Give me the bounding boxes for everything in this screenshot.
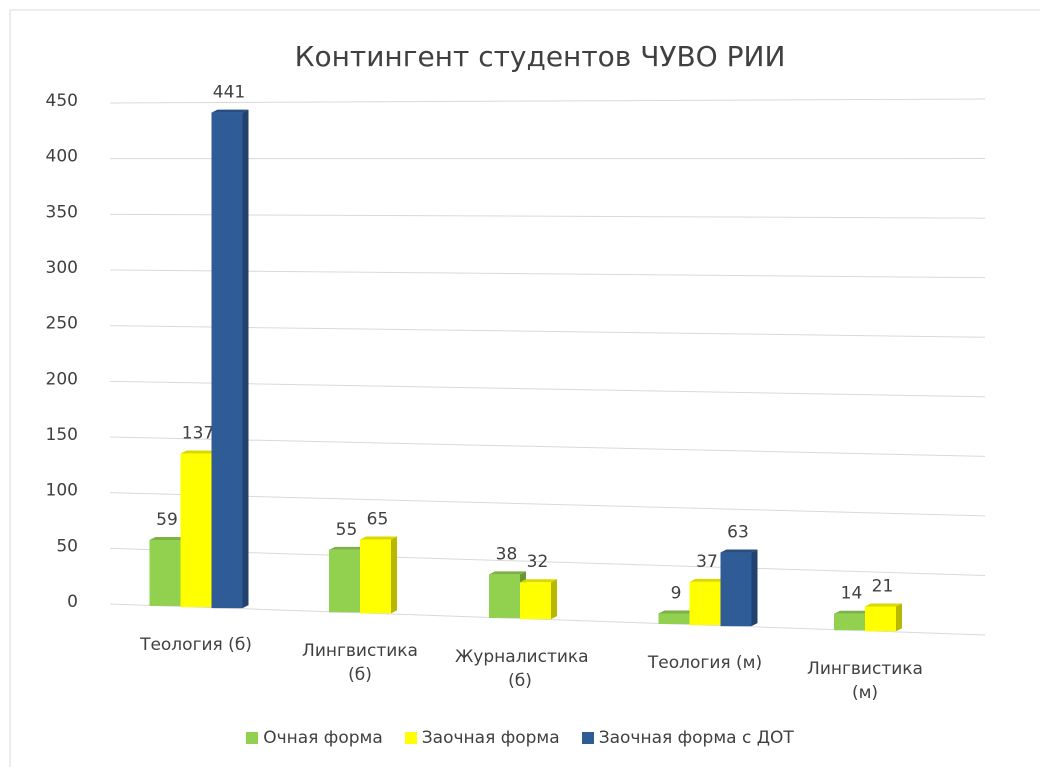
legend-label: Заочная форма с ДОТ xyxy=(598,728,794,748)
grid-line xyxy=(109,492,986,517)
bar-side xyxy=(551,579,557,620)
x-tick-label: Теология (б) xyxy=(140,635,252,656)
legend-swatch xyxy=(581,732,594,744)
legend-item: Очная форма xyxy=(246,728,383,748)
bar-top xyxy=(329,546,366,550)
data-label: 14 xyxy=(841,584,863,604)
chart-title: Контингент студентов ЧУВО РИИ xyxy=(295,40,786,73)
bar-top xyxy=(520,579,557,583)
grid-line xyxy=(109,98,986,104)
y-tick-label: 450 xyxy=(46,91,78,111)
bar-top xyxy=(360,536,397,540)
bar xyxy=(180,453,212,608)
grid-line xyxy=(109,269,986,279)
y-tick-label: 300 xyxy=(46,258,78,278)
data-label: 37 xyxy=(696,552,718,572)
grid-line xyxy=(109,325,986,338)
grid-line xyxy=(109,380,986,398)
bar-top xyxy=(689,578,727,582)
data-label: 55 xyxy=(336,520,358,540)
bar xyxy=(520,582,551,620)
bar xyxy=(360,539,391,614)
y-tick-label: 0 xyxy=(67,592,78,612)
y-tick-label: 200 xyxy=(46,369,78,389)
legend: Очная форма Заочная форма Заочная форма с … xyxy=(0,728,1040,748)
legend-item: Заочная форма xyxy=(404,728,560,748)
grid-line xyxy=(109,213,986,219)
bar xyxy=(865,606,896,632)
x-tick-label: Теология (м) xyxy=(647,653,763,674)
bar xyxy=(489,574,520,618)
bar xyxy=(211,112,243,609)
data-label: 9 xyxy=(671,584,682,604)
data-label: 137 xyxy=(182,423,214,443)
bar-side xyxy=(896,603,902,632)
bar-side xyxy=(242,109,249,609)
legend-label: Очная форма xyxy=(263,728,383,748)
y-tick-label: 350 xyxy=(46,202,78,222)
bar-top xyxy=(211,109,249,113)
y-tick-label: 100 xyxy=(46,481,78,501)
bar xyxy=(658,613,690,624)
y-tick-label: 250 xyxy=(46,314,78,334)
bar-top xyxy=(865,603,902,607)
data-label: 441 xyxy=(213,83,245,103)
y-tick-label: 50 xyxy=(56,536,78,556)
bar-top xyxy=(834,610,871,614)
bar-top xyxy=(180,450,218,454)
bar xyxy=(834,613,865,631)
grid-line xyxy=(109,547,986,576)
bar xyxy=(720,552,752,627)
x-tick-label: Журналистика (б) xyxy=(455,646,589,691)
bar xyxy=(149,539,181,606)
x-tick-label: Лингвистика (б) xyxy=(302,640,418,685)
y-tick-label: 150 xyxy=(46,425,78,445)
data-label: 32 xyxy=(527,552,549,572)
bar-top xyxy=(658,610,696,614)
data-label: 21 xyxy=(872,576,894,596)
bar-top xyxy=(489,571,526,575)
bar xyxy=(689,581,721,626)
data-label: 59 xyxy=(156,510,178,530)
data-label: 38 xyxy=(496,544,518,564)
y-tick-label: 400 xyxy=(46,147,78,167)
grid-line xyxy=(109,436,986,457)
bar xyxy=(329,549,360,613)
x-tick-label: Лингвистика (м) xyxy=(807,658,923,703)
legend-swatch xyxy=(246,732,259,744)
legend-swatch xyxy=(404,732,417,744)
data-label: 63 xyxy=(727,523,749,543)
bar-side xyxy=(751,549,758,627)
bar-top xyxy=(149,536,187,540)
bar-top xyxy=(720,549,758,553)
legend-label: Заочная форма xyxy=(421,728,560,748)
bar-side xyxy=(391,536,397,614)
legend-item: Заочная форма с ДОТ xyxy=(581,728,794,748)
data-label: 65 xyxy=(367,510,389,530)
